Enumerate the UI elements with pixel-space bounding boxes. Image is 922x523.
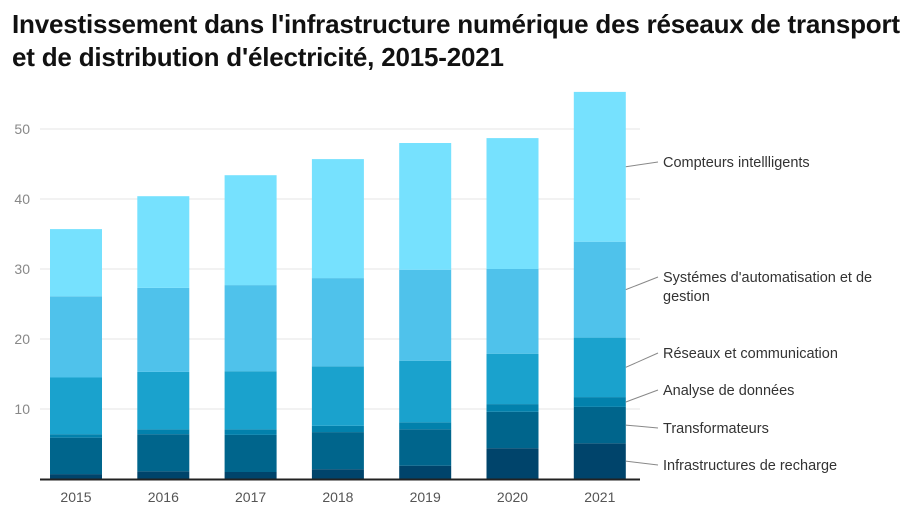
bar-segment-2017-2 bbox=[224, 429, 277, 435]
bar-segment-2020-4 bbox=[486, 269, 539, 354]
bar-segment-2016-5 bbox=[137, 196, 190, 288]
bar-segment-2021-2 bbox=[573, 397, 626, 407]
bar-segment-2018-5 bbox=[311, 159, 364, 279]
legend-leader-line bbox=[625, 352, 659, 368]
bar-segment-2015-1 bbox=[50, 437, 102, 475]
legend-label: Compteurs intellligents bbox=[663, 155, 810, 171]
bar-segment-2019-3 bbox=[399, 360, 452, 423]
bar-segment-2020-2 bbox=[486, 404, 539, 412]
y-tick-label: 50 bbox=[14, 121, 30, 137]
bar-segment-2015-4 bbox=[50, 296, 102, 378]
bar-segment-2016-1 bbox=[137, 434, 190, 472]
y-tick-label: 20 bbox=[14, 331, 30, 347]
bar-segment-2018-4 bbox=[311, 278, 364, 367]
legend-leader-line bbox=[625, 460, 659, 466]
bar-segment-2020-0 bbox=[486, 448, 539, 479]
bar-segment-2017-1 bbox=[224, 434, 277, 472]
bar-segment-2021-5 bbox=[573, 91, 626, 242]
bar-segment-2015-0 bbox=[50, 474, 102, 479]
bar-segment-2019-2 bbox=[399, 422, 452, 430]
bar-segment-2021-0 bbox=[573, 443, 626, 479]
bar-segment-2019-1 bbox=[399, 429, 452, 466]
y-tick-label: 30 bbox=[14, 261, 30, 277]
x-tick-label: 2019 bbox=[410, 489, 441, 505]
bar-segment-2021-1 bbox=[573, 406, 626, 444]
bar-segment-2015-5 bbox=[50, 229, 102, 297]
legend-leader-line bbox=[625, 276, 659, 291]
bar-segment-2018-2 bbox=[311, 425, 364, 433]
bar-segment-2017-3 bbox=[224, 371, 277, 430]
legend-label: Transformateurs bbox=[663, 421, 769, 437]
chart-title: Investissement dans l'infrastructure num… bbox=[12, 9, 900, 72]
bar-segment-2015-2 bbox=[50, 434, 102, 438]
legend-label: Infrastructures de recharge bbox=[663, 458, 837, 474]
legend-label: gestion bbox=[663, 289, 710, 305]
bar-segment-2016-2 bbox=[137, 429, 190, 435]
y-tick-label: 10 bbox=[14, 401, 30, 417]
x-tick-label: 2016 bbox=[148, 489, 179, 505]
x-tick-label: 2015 bbox=[60, 489, 91, 505]
x-tick-label: 2021 bbox=[584, 489, 615, 505]
bar-segment-2020-3 bbox=[486, 353, 539, 405]
x-tick-label: 2017 bbox=[235, 489, 266, 505]
bar-segment-2016-0 bbox=[137, 471, 190, 479]
legend-label: Analyse de données bbox=[663, 383, 794, 399]
bar-segment-2018-1 bbox=[311, 432, 364, 470]
y-tick-label: 40 bbox=[14, 191, 30, 207]
bar-segment-2015-3 bbox=[50, 377, 102, 435]
legend-label: Systémes d'automatisation et de bbox=[663, 270, 872, 286]
bar-segment-2020-5 bbox=[486, 138, 539, 269]
bar-segment-2021-3 bbox=[573, 337, 626, 398]
bar-segment-2016-3 bbox=[137, 371, 190, 430]
bar-segment-2016-4 bbox=[137, 287, 190, 372]
bar-segment-2018-0 bbox=[311, 469, 364, 479]
bar-segment-2019-0 bbox=[399, 465, 452, 479]
bar-segment-2019-4 bbox=[399, 269, 452, 361]
legend-leader-line bbox=[625, 424, 659, 429]
bar-segment-2017-4 bbox=[224, 285, 277, 372]
legend-leader-line bbox=[625, 161, 659, 168]
x-tick-label: 2018 bbox=[322, 489, 353, 505]
x-tick-label: 2020 bbox=[497, 489, 528, 505]
bar-segment-2019-5 bbox=[399, 143, 452, 270]
bar-segment-2020-1 bbox=[486, 411, 539, 449]
legend-leader-line bbox=[625, 389, 659, 403]
bar-segment-2018-3 bbox=[311, 366, 364, 426]
bar-segment-2021-4 bbox=[573, 241, 626, 338]
bar-segment-2017-0 bbox=[224, 472, 277, 479]
legend-label: Réseaux et communication bbox=[663, 346, 838, 362]
bar-segment-2017-5 bbox=[224, 175, 277, 286]
